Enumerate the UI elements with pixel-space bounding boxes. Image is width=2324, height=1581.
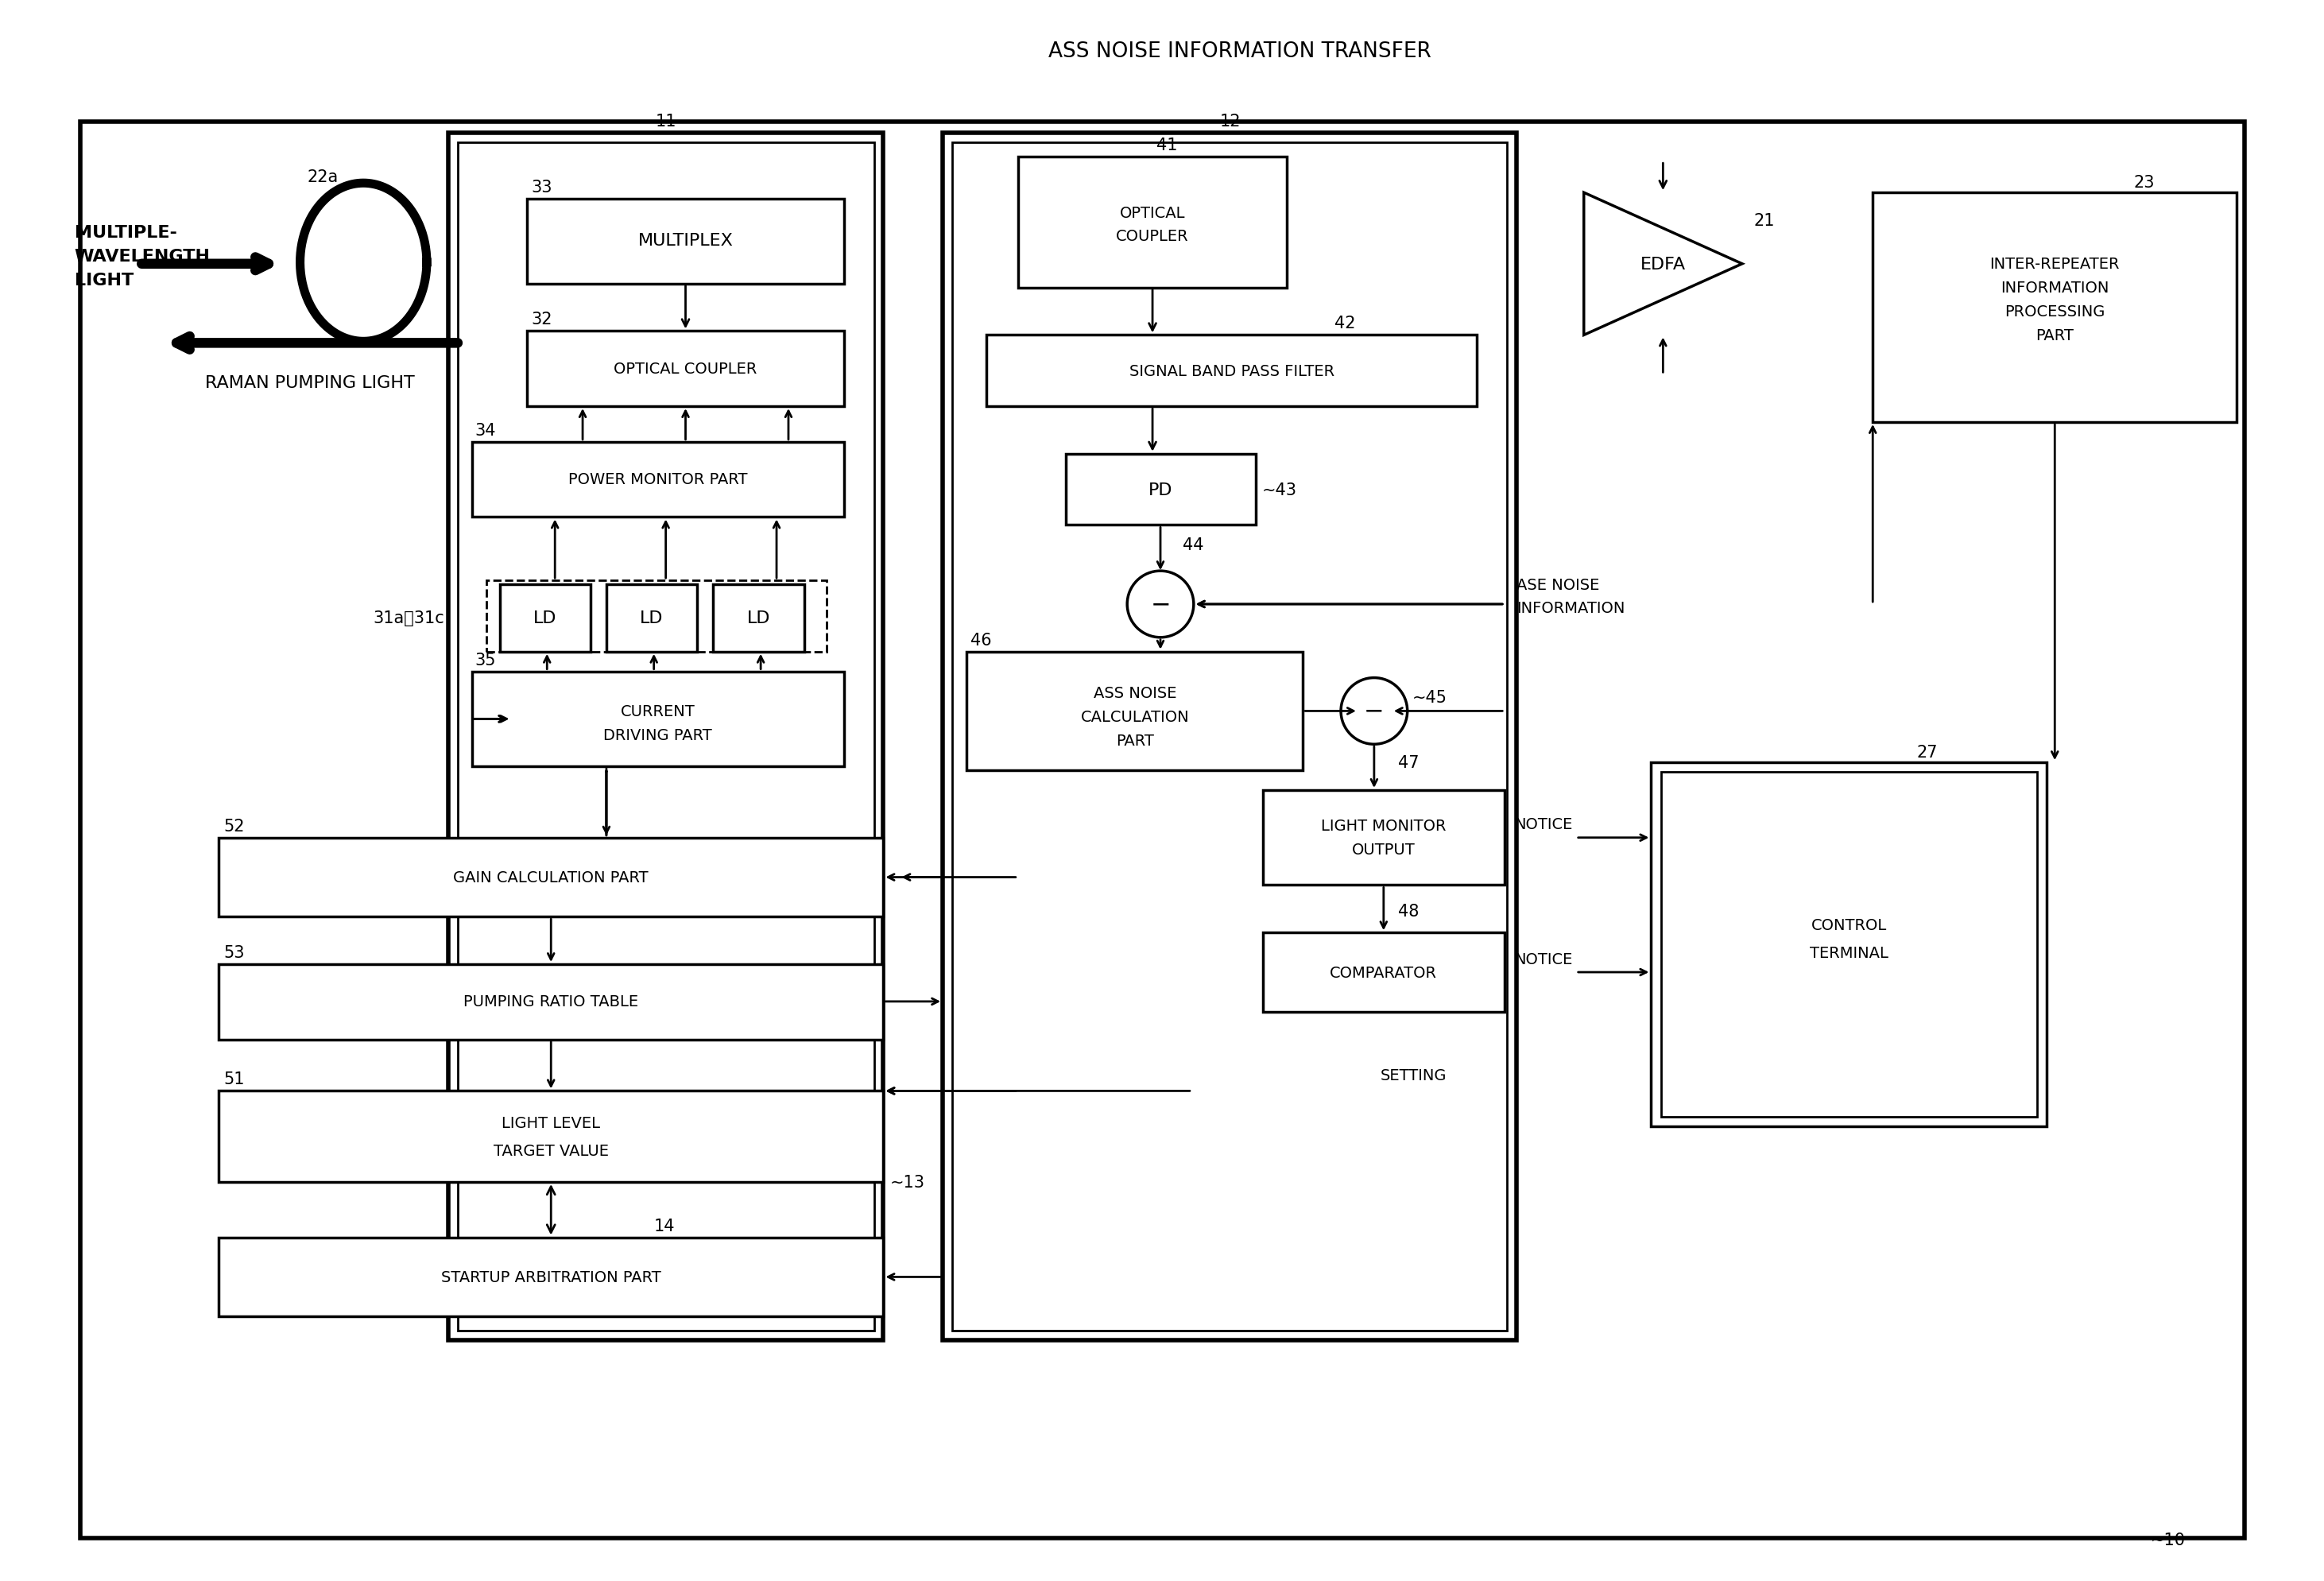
Text: −: − (1150, 593, 1171, 617)
Text: RAMAN PUMPING LIGHT: RAMAN PUMPING LIGHT (205, 375, 414, 391)
Text: ~13: ~13 (890, 1175, 925, 1190)
Text: 21: 21 (1755, 213, 1776, 229)
Circle shape (1341, 678, 1408, 745)
Circle shape (1127, 571, 1195, 637)
Text: 11: 11 (655, 114, 676, 130)
Text: PD: PD (1148, 482, 1174, 498)
Text: 23: 23 (2133, 175, 2154, 191)
Text: 51: 51 (223, 1072, 244, 1088)
Text: PROCESSING: PROCESSING (2006, 304, 2106, 319)
Text: INFORMATION: INFORMATION (1518, 601, 1624, 617)
Text: PART: PART (1116, 734, 1155, 748)
Text: NOTICE: NOTICE (1515, 952, 1573, 966)
Bar (953, 144, 1506, 1331)
Text: ASE NOISE: ASE NOISE (1518, 577, 1599, 593)
Bar (1264, 933, 1504, 1012)
Bar (218, 1238, 883, 1317)
Bar (472, 672, 844, 767)
Text: 46: 46 (971, 632, 992, 648)
Bar (218, 964, 883, 1040)
Bar (472, 443, 844, 517)
Bar (486, 580, 827, 651)
Text: LD: LD (532, 610, 555, 626)
Text: POWER MONITOR PART: POWER MONITOR PART (567, 473, 748, 487)
Bar (449, 134, 883, 1341)
Bar (218, 838, 883, 917)
Text: TARGET VALUE: TARGET VALUE (493, 1143, 609, 1157)
Bar (218, 1091, 883, 1183)
Bar (528, 332, 844, 406)
Bar (528, 199, 844, 285)
Text: OPTICAL: OPTICAL (1120, 206, 1185, 220)
Text: ~10: ~10 (2150, 1532, 2185, 1548)
Text: MULTIPLEX: MULTIPLEX (637, 232, 732, 248)
Text: INTER-REPEATER: INTER-REPEATER (1989, 256, 2119, 272)
Text: SETTING: SETTING (1380, 1067, 1448, 1083)
Text: CALCULATION: CALCULATION (1081, 710, 1190, 724)
Text: SIGNAL BAND PASS FILTER: SIGNAL BAND PASS FILTER (1129, 364, 1334, 379)
Text: 42: 42 (1334, 316, 1355, 332)
Text: 33: 33 (532, 180, 553, 196)
Text: LIGHT LEVEL: LIGHT LEVEL (502, 1115, 600, 1130)
Text: NOTICE: NOTICE (1515, 817, 1573, 832)
Text: 35: 35 (474, 651, 495, 667)
Bar (79, 122, 2245, 1538)
Text: DRIVING PART: DRIVING PART (604, 727, 711, 743)
Bar (607, 585, 697, 651)
Text: LIGHT MONITOR: LIGHT MONITOR (1320, 819, 1446, 833)
Bar (985, 335, 1478, 406)
Text: 27: 27 (1917, 745, 1938, 760)
Text: ~43: ~43 (1262, 482, 1297, 498)
Text: 22a: 22a (307, 169, 339, 185)
Text: GAIN CALCULATION PART: GAIN CALCULATION PART (453, 870, 648, 885)
Text: 32: 32 (532, 311, 553, 327)
Text: COMPARATOR: COMPARATOR (1329, 964, 1436, 980)
Text: COUPLER: COUPLER (1116, 229, 1190, 243)
Bar (1064, 454, 1255, 525)
Polygon shape (1585, 193, 1743, 335)
Text: ASS NOISE INFORMATION TRANSFER: ASS NOISE INFORMATION TRANSFER (1048, 41, 1432, 62)
Text: 31a～31c: 31a～31c (372, 610, 444, 626)
Text: EDFA: EDFA (1641, 256, 1685, 272)
Text: 14: 14 (653, 1217, 674, 1233)
Text: ~45: ~45 (1413, 689, 1448, 705)
Bar (1873, 193, 2236, 422)
Text: 47: 47 (1397, 754, 1420, 772)
Text: ASS NOISE: ASS NOISE (1095, 686, 1176, 700)
Text: 34: 34 (474, 422, 495, 438)
Bar (458, 144, 874, 1331)
Text: LD: LD (746, 610, 769, 626)
Bar (1662, 772, 2038, 1118)
Text: OPTICAL COUPLER: OPTICAL COUPLER (614, 362, 758, 376)
Text: −: − (1364, 700, 1385, 723)
Bar (1264, 790, 1504, 885)
Bar (500, 585, 590, 651)
Text: TERMINAL: TERMINAL (1810, 945, 1889, 960)
Text: WAVELENGTH: WAVELENGTH (74, 248, 211, 264)
Text: INFORMATION: INFORMATION (2001, 280, 2108, 296)
Text: PART: PART (2036, 327, 2073, 343)
Bar (944, 134, 1518, 1341)
Bar (1650, 762, 2047, 1127)
Text: 44: 44 (1183, 538, 1204, 553)
Text: 41: 41 (1157, 138, 1178, 153)
Text: CONTROL: CONTROL (1810, 917, 1887, 933)
Text: MULTIPLE-: MULTIPLE- (74, 225, 177, 240)
Text: PUMPING RATIO TABLE: PUMPING RATIO TABLE (462, 994, 639, 1009)
Text: CURRENT: CURRENT (621, 704, 695, 719)
Text: LIGHT: LIGHT (74, 272, 132, 288)
Bar (713, 585, 804, 651)
Bar (967, 651, 1304, 770)
Text: 53: 53 (223, 945, 244, 961)
Bar (1018, 158, 1287, 288)
Text: LD: LD (639, 610, 662, 626)
Text: OUTPUT: OUTPUT (1353, 843, 1415, 857)
Text: 12: 12 (1220, 114, 1241, 130)
Text: 48: 48 (1397, 904, 1420, 920)
Text: STARTUP ARBITRATION PART: STARTUP ARBITRATION PART (442, 1270, 660, 1285)
Text: 52: 52 (223, 817, 244, 835)
